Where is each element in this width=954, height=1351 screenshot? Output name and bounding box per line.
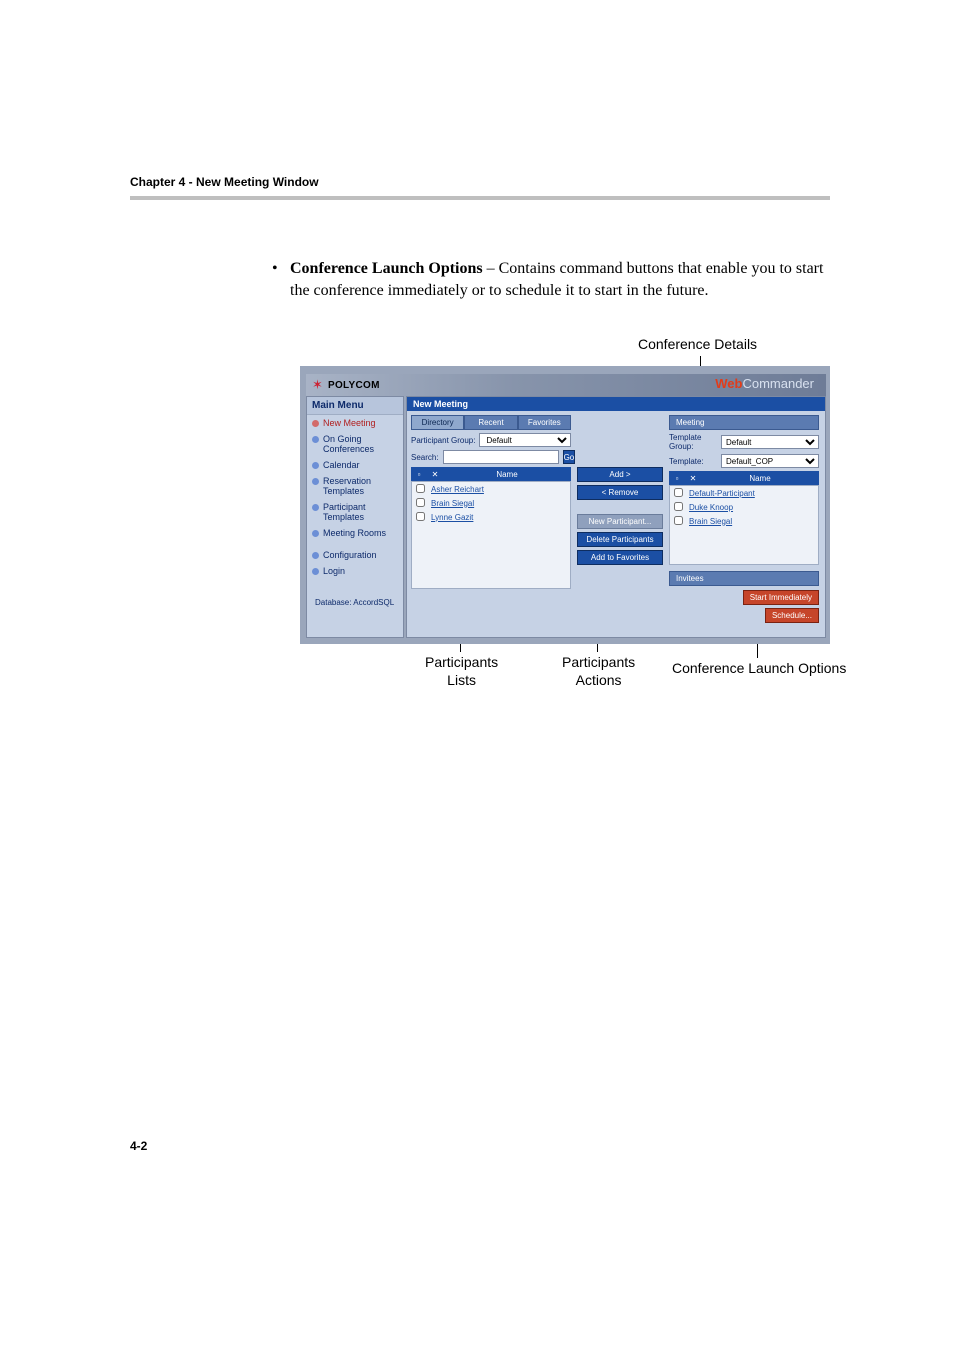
tab-recent[interactable]: Recent bbox=[464, 415, 517, 430]
tab-favorites[interactable]: Favorites bbox=[518, 415, 571, 430]
panel-title: New Meeting bbox=[407, 397, 825, 411]
bullet-paragraph: • Conference Launch Options – Contains c… bbox=[290, 258, 830, 301]
participant-link[interactable]: Brain Siegal bbox=[428, 499, 570, 508]
brand-text: POLYCOM bbox=[328, 380, 380, 391]
bullet-lead: Conference Launch Options bbox=[290, 260, 483, 277]
template-group-select[interactable]: Default bbox=[721, 435, 819, 449]
participant-link[interactable]: Asher Reichart bbox=[428, 485, 570, 494]
bullet-icon bbox=[312, 530, 319, 537]
row-checkbox[interactable] bbox=[416, 512, 425, 521]
template-label: Template: bbox=[669, 457, 717, 466]
sidebar-item-meeting-rooms[interactable]: Meeting Rooms bbox=[307, 525, 403, 541]
meeting-list-header: ▫ ✕ Name bbox=[669, 471, 819, 485]
row-checkbox[interactable] bbox=[674, 488, 683, 497]
checkbox-header-icon[interactable]: ▫ bbox=[669, 474, 685, 483]
sidebar-item-configuration[interactable]: Configuration bbox=[307, 547, 403, 563]
list-item[interactable]: Default-Participant bbox=[670, 486, 818, 500]
sidebar-item-new-meeting[interactable]: New Meeting bbox=[307, 415, 403, 431]
product-rest: Commander bbox=[742, 376, 814, 391]
annotation-launch-options: Conference Launch Options bbox=[672, 660, 846, 678]
participant-link[interactable]: Brain Siegal bbox=[686, 517, 818, 526]
participants-list-header: ▫ ✕ Name bbox=[411, 467, 571, 481]
page-number: 4-2 bbox=[130, 1139, 147, 1153]
participant-link[interactable]: Duke Knoop bbox=[686, 503, 818, 512]
participant-group-label: Participant Group: bbox=[411, 436, 475, 445]
list-item[interactable]: Lynne Gazit bbox=[412, 510, 570, 524]
new-participant-button[interactable]: New Participant... bbox=[577, 514, 663, 529]
tab-directory[interactable]: Directory bbox=[411, 415, 464, 430]
sidebar-item-reservation-templates[interactable]: Reservation Templates bbox=[307, 473, 403, 499]
sidebar-item-ongoing[interactable]: On Going Conferences bbox=[307, 431, 403, 457]
sidebar-database-label: Database: AccordSQL bbox=[315, 598, 394, 607]
connection-header-icon: ✕ bbox=[427, 470, 443, 479]
screenshot-new-meeting: ✶ POLYCOM WebCommander Main Menu New Mee… bbox=[300, 366, 830, 644]
add-to-favorites-button[interactable]: Add to Favorites bbox=[577, 550, 663, 565]
search-label: Search: bbox=[411, 453, 439, 462]
schedule-button[interactable]: Schedule... bbox=[765, 608, 819, 623]
conference-details-column: Meeting Template Group: Default Template… bbox=[669, 415, 819, 623]
bullet-icon bbox=[312, 568, 319, 575]
list-item[interactable]: Asher Reichart bbox=[412, 482, 570, 496]
participants-lists-column: Directory Recent Favorites Participant G… bbox=[411, 415, 571, 589]
name-header: Name bbox=[701, 474, 819, 483]
bullet-icon bbox=[312, 504, 319, 511]
list-item[interactable]: Brain Siegal bbox=[670, 514, 818, 528]
row-checkbox[interactable] bbox=[416, 498, 425, 507]
row-checkbox[interactable] bbox=[674, 516, 683, 525]
add-button[interactable]: Add > bbox=[577, 467, 663, 482]
bullet-icon bbox=[312, 436, 319, 443]
list-item[interactable]: Brain Siegal bbox=[412, 496, 570, 510]
bullet-icon bbox=[312, 462, 319, 469]
template-group-label: Template Group: bbox=[669, 433, 717, 451]
bullet-dot: • bbox=[272, 258, 278, 280]
template-select[interactable]: Default_COP bbox=[721, 454, 819, 468]
delete-participants-button[interactable]: Delete Participants bbox=[577, 532, 663, 547]
bullet-icon bbox=[312, 420, 319, 427]
participants-actions-column: Add > < Remove New Participant... Delete… bbox=[577, 467, 663, 565]
connection-header-icon: ✕ bbox=[685, 474, 701, 483]
checkbox-header-icon[interactable]: ▫ bbox=[411, 470, 427, 479]
participant-link[interactable]: Lynne Gazit bbox=[428, 513, 570, 522]
list-item[interactable]: Duke Knoop bbox=[670, 500, 818, 514]
participant-group-select[interactable]: Default bbox=[479, 433, 571, 447]
go-button[interactable]: Go bbox=[563, 450, 576, 464]
bullet-icon bbox=[312, 552, 319, 559]
annotation-participants-lists: Participants Lists bbox=[425, 654, 498, 689]
polycom-logo-icon: ✶ bbox=[312, 379, 324, 391]
row-checkbox[interactable] bbox=[416, 484, 425, 493]
sidebar-item-calendar[interactable]: Calendar bbox=[307, 457, 403, 473]
main-menu-sidebar: Main Menu New Meeting On Going Conferenc… bbox=[306, 396, 404, 638]
name-header: Name bbox=[443, 470, 571, 479]
app-topbar: ✶ POLYCOM WebCommander bbox=[306, 374, 826, 396]
annotation-participants-actions: Participants Actions bbox=[562, 654, 635, 689]
search-input[interactable] bbox=[443, 450, 559, 464]
start-immediately-button[interactable]: Start Immediately bbox=[743, 590, 819, 605]
participants-list: Asher Reichart Brain Siegal Lynne Gazit bbox=[411, 481, 571, 589]
bullet-icon bbox=[312, 478, 319, 485]
remove-button[interactable]: < Remove bbox=[577, 485, 663, 500]
participant-link[interactable]: Default-Participant bbox=[686, 489, 818, 498]
participants-tabs: Directory Recent Favorites bbox=[411, 415, 571, 430]
sidebar-item-participant-templates[interactable]: Participant Templates bbox=[307, 499, 403, 525]
meeting-participants-list: Default-Participant Duke Knoop Brain Sie… bbox=[669, 485, 819, 565]
product-name: WebCommander bbox=[715, 376, 814, 391]
new-meeting-panel: New Meeting Directory Recent Favorites P… bbox=[406, 396, 826, 638]
annotation-conference-details: Conference Details bbox=[638, 336, 757, 354]
product-web: Web bbox=[715, 376, 742, 391]
main-menu-title: Main Menu bbox=[307, 397, 403, 415]
conference-launch-options: Start Immediately Schedule... bbox=[669, 590, 819, 623]
header-rule bbox=[130, 196, 830, 200]
sidebar-item-login[interactable]: Login bbox=[307, 563, 403, 579]
invitees-header: Invitees bbox=[669, 571, 819, 586]
row-checkbox[interactable] bbox=[674, 502, 683, 511]
chapter-header: Chapter 4 - New Meeting Window bbox=[130, 175, 319, 189]
meeting-header: Meeting bbox=[669, 415, 819, 430]
